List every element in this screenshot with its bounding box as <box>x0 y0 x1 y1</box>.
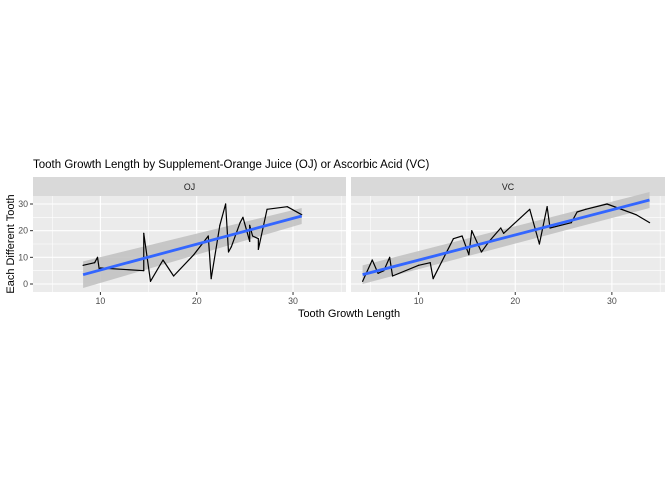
data-point-oj <box>173 275 175 277</box>
data-point-vc <box>606 203 608 205</box>
x-axis-ticks: 10 20 30 10 20 30 <box>96 292 617 306</box>
fit-line-vc <box>362 198 650 277</box>
data-point-oj <box>249 224 251 226</box>
data-point-oj <box>99 267 102 269</box>
data-point-oj <box>227 251 230 253</box>
data-point-oj <box>219 224 221 226</box>
x-tick-label: 30 <box>288 296 298 306</box>
y-tick-label: 10 <box>18 252 28 262</box>
data-point-oj <box>225 203 227 205</box>
strip-label-vc: VC <box>502 182 515 192</box>
data-point-oj <box>210 278 212 280</box>
data-point-vc <box>432 278 434 280</box>
data-point-oj <box>266 208 268 210</box>
x-tick-label: 10 <box>96 296 106 306</box>
data-point-oj <box>96 256 99 258</box>
data-point-vc <box>371 259 373 261</box>
data-point-vc <box>529 208 531 210</box>
x-axis-title: Tooth Growth Length <box>298 308 400 320</box>
data-point-vc <box>635 214 637 216</box>
data-point-oj <box>251 235 254 237</box>
data-point-oj <box>242 216 244 218</box>
y-tick-label: 30 <box>18 199 28 209</box>
data-point-vc <box>429 262 431 264</box>
x-tick-label: 30 <box>607 296 617 306</box>
data-point-oj <box>257 238 259 240</box>
data-point-vc <box>471 230 473 232</box>
data-point-oj <box>257 248 259 250</box>
data-point-vc <box>461 235 463 237</box>
fit-line-oj <box>82 214 303 277</box>
data-point-oj <box>149 280 152 282</box>
data-point-vc <box>585 208 587 210</box>
data-point-vc <box>546 206 548 208</box>
strip-vc <box>351 177 665 196</box>
y-axis-ticks: 0 10 20 30 <box>18 199 33 289</box>
data-point-oj <box>230 246 232 248</box>
data-point-vc <box>549 227 551 229</box>
data-point-vc <box>500 227 502 229</box>
data-point-oj <box>94 262 96 264</box>
data-point-oj <box>207 235 209 237</box>
data-point-vc <box>377 272 379 274</box>
data-point-vc <box>418 264 420 266</box>
strip-label-oj: OJ <box>184 182 195 192</box>
confidence-band-oj <box>83 208 302 288</box>
data-point-oj <box>82 264 84 266</box>
x-tick-label: 20 <box>510 296 520 306</box>
x-tick-label: 20 <box>192 296 202 306</box>
data-point-oj <box>239 222 241 224</box>
y-axis-title: Each Different Tooth <box>5 194 17 293</box>
data-point-oj <box>162 259 164 261</box>
data-point-vc <box>570 222 572 224</box>
panel-vc: VC <box>351 177 665 292</box>
plot-layer-vc <box>351 192 665 292</box>
data-point-oj <box>193 254 195 256</box>
data-point-vc <box>391 275 394 277</box>
data-point-oj <box>249 240 251 242</box>
data-point-oj <box>143 232 145 234</box>
data-point-vc <box>452 238 455 240</box>
panel-oj: OJ <box>33 177 346 292</box>
y-tick-label: 0 <box>23 279 28 289</box>
y-tick-label: 20 <box>18 226 28 236</box>
data-point-vc <box>576 211 578 213</box>
data-point-vc <box>480 251 483 253</box>
data-point-vc <box>648 222 651 224</box>
x-tick-label: 10 <box>414 296 424 306</box>
data-point-vc <box>503 232 505 234</box>
data-point-vc <box>468 254 470 256</box>
data-point-vc <box>389 256 391 258</box>
chart-title: Tooth Growth Length by Supplement-Orange… <box>33 159 429 171</box>
data-point-oj <box>286 206 288 208</box>
plot-layer-oj <box>33 196 346 292</box>
data-point-vc <box>538 243 541 245</box>
strip-oj <box>33 177 346 196</box>
data-point-oj <box>143 270 145 272</box>
data-point-vc <box>361 280 364 282</box>
